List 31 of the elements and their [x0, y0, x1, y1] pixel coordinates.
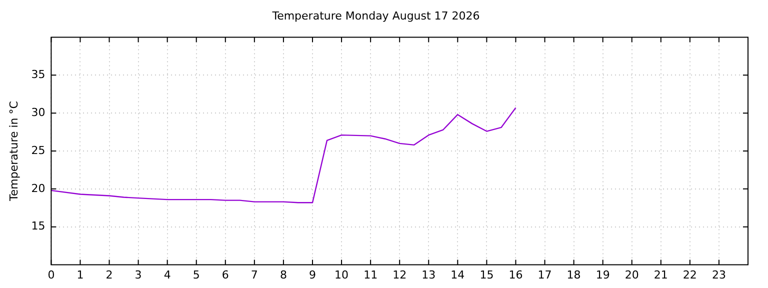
x-tick-label: 5	[192, 268, 200, 282]
x-tick-label: 6	[222, 268, 229, 282]
x-tick-label: 20	[624, 268, 639, 282]
x-tick-label: 15	[480, 268, 494, 282]
x-tick-label: 0	[48, 268, 55, 282]
chart-title: Temperature Monday August 17 2026	[271, 9, 480, 22]
x-tick-label: 23	[712, 268, 726, 282]
x-tick-label: 4	[164, 268, 171, 282]
x-tick-label: 8	[280, 268, 287, 282]
x-tick-label: 10	[334, 268, 349, 282]
x-tick-label: 11	[364, 268, 378, 282]
x-tick-label: 2	[106, 268, 113, 282]
y-tick-label: 20	[31, 182, 46, 195]
x-tick-label: 12	[392, 268, 407, 282]
x-tick-label: 19	[596, 268, 610, 282]
x-tick-label: 1	[76, 268, 84, 282]
y-tick-label: 15	[31, 220, 46, 233]
x-tick-label: 13	[422, 268, 436, 282]
y-tick-label: 30	[31, 106, 46, 119]
x-tick-label: 3	[134, 268, 142, 282]
x-tick-label: 18	[566, 268, 581, 282]
x-tick-label: 16	[508, 268, 523, 282]
x-tick-label: 21	[654, 268, 668, 282]
y-tick-label: 25	[31, 144, 46, 157]
x-tick-label: 14	[450, 268, 465, 282]
x-tick-label: 7	[250, 268, 258, 282]
y-axis-title: Temperature in °C	[7, 100, 20, 202]
y-tick-label: 35	[31, 68, 46, 81]
x-tick-label: 9	[309, 268, 316, 282]
x-tick-label: 17	[538, 268, 552, 282]
x-tick-label: 22	[682, 268, 697, 282]
